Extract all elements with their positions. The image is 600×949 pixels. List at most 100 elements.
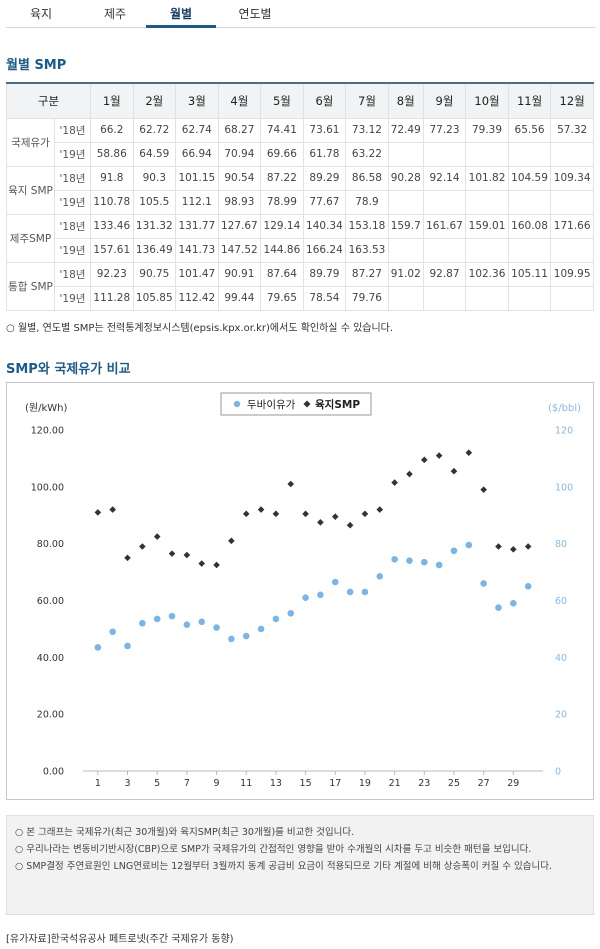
table-header-row: 구분 1월 2월 3월 4월 5월 6월 7월 8월 9월 10월 11월 12월 xyxy=(6,82,594,119)
table-cell xyxy=(507,285,552,311)
oil-point xyxy=(346,588,354,596)
table-cell: 131.77 xyxy=(175,213,219,239)
table-cell xyxy=(507,189,552,215)
table-cell: 66.2 xyxy=(90,117,134,143)
table-row: '19년 110.78 105.5 112.1 98.93 78.99 77.67 78.9 xyxy=(7,189,594,215)
table-cell: 159.01 xyxy=(465,213,509,239)
data-source: [유가자료]한국석유공사 페트로넷(주간 국제유가 동향) xyxy=(6,934,234,945)
table-cell: 112.42 xyxy=(175,285,219,311)
tab-mainland[interactable]: 육지 xyxy=(29,7,53,21)
left-tick-label: 60.00 xyxy=(37,596,64,607)
table-cell: 91.8 xyxy=(90,165,134,191)
x-tick-label: 7 xyxy=(184,778,190,789)
note-item-2: ○ 우리나라는 변동비기반시장(CBP)으로 SMP가 국제유가의 간접적인 영… xyxy=(15,844,532,855)
table-cell: 102.36 xyxy=(465,261,509,287)
left-tick-label: 40.00 xyxy=(37,653,64,664)
smp-point xyxy=(153,533,161,540)
smp-point xyxy=(124,554,131,562)
tab-yearly[interactable]: 연도별 xyxy=(238,7,272,21)
oil-point xyxy=(94,644,102,651)
row-year-label: '19년 xyxy=(54,189,91,215)
comparison-chart: 0.00 0 20.00 20 40.00 40 60.00 60 80.00 80 100.00 1… xyxy=(6,382,594,800)
smp-point xyxy=(302,510,309,518)
oil-point xyxy=(376,573,384,580)
smp-point xyxy=(109,506,116,513)
table-row: '19년 111.28 105.85 112.42 99.44 79.65 78.54 79.… xyxy=(7,285,594,311)
table-cell xyxy=(550,141,594,167)
table-cell: 92.23 xyxy=(90,261,134,287)
table-cell: 141.73 xyxy=(175,237,219,263)
table-cell: 77.67 xyxy=(302,189,347,215)
table-cell: 73.61 xyxy=(302,117,347,143)
table-cell: 101.15 xyxy=(175,165,219,191)
table-cell xyxy=(387,285,424,311)
table-cell: 62.72 xyxy=(132,117,177,143)
smp-point xyxy=(287,480,295,488)
table-cell: 131.32 xyxy=(132,213,177,239)
smp-point xyxy=(406,470,413,478)
right-tick-label: 120 xyxy=(555,426,573,437)
x-tick-label: 29 xyxy=(507,778,519,789)
table-cell: 136.49 xyxy=(132,237,177,263)
smp-point xyxy=(420,456,428,464)
smp-point xyxy=(435,452,443,459)
oil-point xyxy=(213,624,220,631)
table-row: 국제유가 '18년 66.2 62.72 62.74 68.27 74.41 73.61 73.… xyxy=(6,117,594,167)
header-month: 4월 xyxy=(217,82,262,119)
table-cell: 89.29 xyxy=(302,165,347,191)
table-cell: 109.95 xyxy=(550,261,594,287)
tab-jeju[interactable]: 제주 xyxy=(103,7,127,21)
x-tick-label: 1 xyxy=(95,778,101,789)
smp-point xyxy=(198,560,206,567)
table-cell: 129.14 xyxy=(260,213,304,239)
smp-point xyxy=(168,550,176,557)
oil-point xyxy=(242,632,250,640)
x-tick-label: 27 xyxy=(478,778,490,789)
table-cell: 57.32 xyxy=(550,117,594,143)
row-year-label: '18년 xyxy=(54,213,91,239)
oil-point xyxy=(510,600,517,607)
table-cell: 77.23 xyxy=(422,117,467,143)
notes-box: ○ 본 그래프는 국제유가(최근 30개월)와 육지SMP(최근 30개월)를 … xyxy=(6,815,594,915)
chart-svg: 0.00 0 20.00 20 40.00 40 60.00 60 80.00 80 100.00 1… xyxy=(25,392,581,789)
table-cell: 91.02 xyxy=(387,261,424,287)
header-month: 3월 xyxy=(175,82,219,119)
x-tick-label: 11 xyxy=(240,778,252,789)
table-body: 국제유가 '18년 66.2 62.72 62.74 68.27 74.41 73.61 73.… xyxy=(6,117,594,311)
oil-point xyxy=(228,635,235,643)
oil-point xyxy=(139,619,146,627)
row-group-label: 통합 SMP xyxy=(6,261,55,311)
header-month: 11월 xyxy=(507,82,552,119)
oil-point xyxy=(302,594,309,601)
table-cell xyxy=(465,189,509,215)
header-month: 1월 xyxy=(90,82,134,119)
table-cell: 144.86 xyxy=(260,237,304,263)
header-category: 구분 xyxy=(6,82,91,119)
oil-point xyxy=(153,615,161,623)
table-cell xyxy=(465,237,509,263)
table-cell: 99.44 xyxy=(217,285,262,311)
smp-point xyxy=(346,521,354,529)
smp-point xyxy=(272,510,280,518)
header-month: 8월 xyxy=(387,82,424,119)
table-cell: 111.28 xyxy=(90,285,134,311)
x-tick-label: 25 xyxy=(448,778,460,789)
tab-monthly[interactable]: 월별 xyxy=(146,0,216,28)
table-cell: 161.67 xyxy=(422,213,467,239)
table-row: '19년 157.61 136.49 141.73 147.52 144.86 166.24… xyxy=(7,237,594,263)
table-cell: 87.64 xyxy=(260,261,304,287)
table-cell: 78.99 xyxy=(260,189,304,215)
oil-point xyxy=(331,578,339,586)
smp-point xyxy=(480,486,487,493)
smp-point xyxy=(94,509,102,516)
oil-point xyxy=(435,561,443,569)
table-cell: 157.61 xyxy=(90,237,134,263)
oil-point xyxy=(317,591,324,599)
table-cell: 90.91 xyxy=(217,261,262,287)
legend-box xyxy=(220,392,372,416)
table-cell: 109.34 xyxy=(550,165,594,191)
table-cell: 112.1 xyxy=(175,189,219,215)
chart-legend: 두바이유가 육지SMP xyxy=(220,392,372,416)
smp-point xyxy=(317,519,324,526)
table-cell: 86.58 xyxy=(345,165,389,191)
